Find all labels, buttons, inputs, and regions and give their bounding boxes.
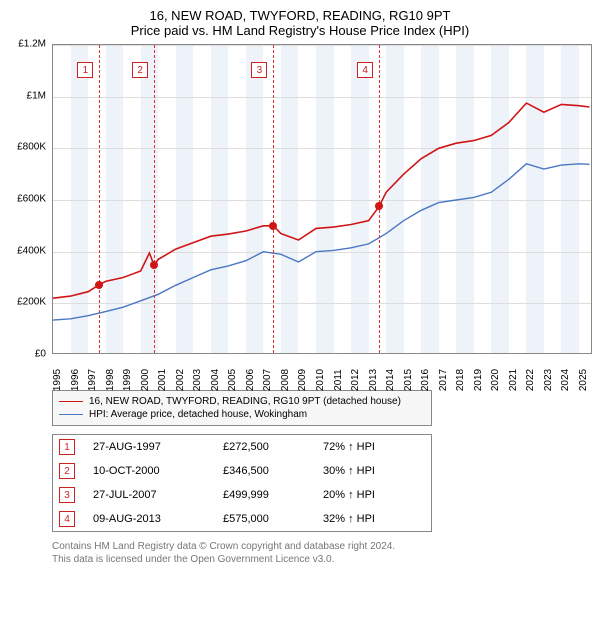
legend-swatch	[59, 414, 83, 415]
marker-label: 3	[251, 62, 267, 78]
marker-label: 2	[132, 62, 148, 78]
transaction-delta: 20% ↑ HPI	[323, 489, 425, 501]
transaction-price: £575,000	[223, 513, 323, 525]
marker-dot	[375, 202, 383, 210]
chart-title-line2: Price paid vs. HM Land Registry's House …	[8, 23, 592, 38]
x-tick-label: 2001	[157, 369, 168, 391]
marker-line	[99, 45, 100, 353]
chart-area: £0£200K£400K£600K£800K£1M£1.2M 1234 1995…	[8, 44, 592, 384]
footnote-line2: This data is licensed under the Open Gov…	[52, 553, 572, 566]
transaction-row: 4 09-AUG-2013£575,00032% ↑ HPI	[53, 507, 431, 531]
legend-row: 16, NEW ROAD, TWYFORD, READING, RG10 9PT…	[59, 395, 425, 408]
footnote-line1: Contains HM Land Registry data © Crown c…	[52, 540, 572, 553]
y-tick-label: £1M	[27, 90, 46, 101]
transaction-price: £346,500	[223, 465, 323, 477]
transaction-marker: 4	[59, 511, 75, 527]
transaction-row: 3 27-JUL-2007£499,99920% ↑ HPI	[53, 483, 431, 507]
x-tick-label: 2020	[490, 369, 501, 391]
series-property	[53, 103, 590, 298]
legend-swatch	[59, 401, 83, 402]
x-tick-label: 2010	[315, 369, 326, 391]
marker-label: 4	[357, 62, 373, 78]
marker-dot	[269, 222, 277, 230]
y-tick-label: £400K	[17, 245, 46, 256]
x-tick-label: 2005	[227, 369, 238, 391]
y-tick-label: £0	[35, 349, 46, 360]
transaction-date: 27-AUG-1997	[93, 441, 223, 453]
y-tick-label: £600K	[17, 194, 46, 205]
legend-label: HPI: Average price, detached house, Woki…	[89, 409, 307, 420]
x-tick-label: 1997	[87, 369, 98, 391]
x-tick-label: 2004	[210, 369, 221, 391]
marker-dot	[95, 281, 103, 289]
y-axis: £0£200K£400K£600K£800K£1M£1.2M	[8, 44, 50, 354]
x-tick-label: 2022	[525, 369, 536, 391]
transaction-date: 09-AUG-2013	[93, 513, 223, 525]
transaction-marker: 2	[59, 463, 75, 479]
x-tick-label: 2017	[438, 369, 449, 391]
marker-line	[154, 45, 155, 353]
x-tick-label: 2016	[420, 369, 431, 391]
transactions-table: 1 27-AUG-1997£272,50072% ↑ HPI 2 10-OCT-200…	[52, 434, 432, 532]
chart-lines	[53, 45, 592, 354]
x-tick-label: 2008	[280, 369, 291, 391]
x-tick-label: 2015	[403, 369, 414, 391]
x-tick-label: 2021	[508, 369, 519, 391]
x-tick-label: 2009	[297, 369, 308, 391]
x-tick-label: 2006	[245, 369, 256, 391]
x-tick-label: 2003	[192, 369, 203, 391]
x-tick-label: 2018	[455, 369, 466, 391]
plot-region: 1 2 3 4	[52, 44, 592, 354]
x-tick-label: 2000	[140, 369, 151, 391]
x-tick-label: 2023	[543, 369, 554, 391]
legend: 16, NEW ROAD, TWYFORD, READING, RG10 9PT…	[52, 390, 432, 426]
transaction-date: 10-OCT-2000	[93, 465, 223, 477]
transaction-price: £499,999	[223, 489, 323, 501]
marker-dot	[150, 261, 158, 269]
x-tick-label: 1996	[70, 369, 81, 391]
transaction-row: 2 10-OCT-2000£346,50030% ↑ HPI	[53, 459, 431, 483]
transaction-delta: 32% ↑ HPI	[323, 513, 425, 525]
transaction-marker: 3	[59, 487, 75, 503]
y-tick-label: £800K	[17, 142, 46, 153]
footnote: Contains HM Land Registry data © Crown c…	[52, 540, 572, 566]
transaction-date: 27-JUL-2007	[93, 489, 223, 501]
y-tick-label: £200K	[17, 297, 46, 308]
transaction-row: 1 27-AUG-1997£272,50072% ↑ HPI	[53, 435, 431, 459]
marker-line	[273, 45, 274, 353]
chart-title-line1: 16, NEW ROAD, TWYFORD, READING, RG10 9PT	[8, 8, 592, 23]
x-tick-label: 1998	[105, 369, 116, 391]
legend-row: HPI: Average price, detached house, Woki…	[59, 408, 425, 421]
x-tick-label: 2007	[262, 369, 273, 391]
transaction-delta: 72% ↑ HPI	[323, 441, 425, 453]
x-tick-label: 2019	[473, 369, 484, 391]
x-tick-label: 2024	[560, 369, 571, 391]
x-tick-label: 2002	[175, 369, 186, 391]
x-tick-label: 2012	[350, 369, 361, 391]
transaction-price: £272,500	[223, 441, 323, 453]
x-tick-label: 1995	[52, 369, 63, 391]
series-hpi	[53, 164, 590, 320]
marker-line	[379, 45, 380, 353]
marker-label: 1	[77, 62, 93, 78]
y-tick-label: £1.2M	[18, 39, 46, 50]
x-tick-label: 1999	[122, 369, 133, 391]
x-tick-label: 2014	[385, 369, 396, 391]
transaction-delta: 30% ↑ HPI	[323, 465, 425, 477]
transaction-marker: 1	[59, 439, 75, 455]
x-tick-label: 2011	[333, 369, 344, 391]
x-axis: 1995199619971998199920002001200220032004…	[52, 356, 592, 384]
legend-label: 16, NEW ROAD, TWYFORD, READING, RG10 9PT…	[89, 396, 401, 407]
x-tick-label: 2013	[368, 369, 379, 391]
x-tick-label: 2025	[578, 369, 589, 391]
